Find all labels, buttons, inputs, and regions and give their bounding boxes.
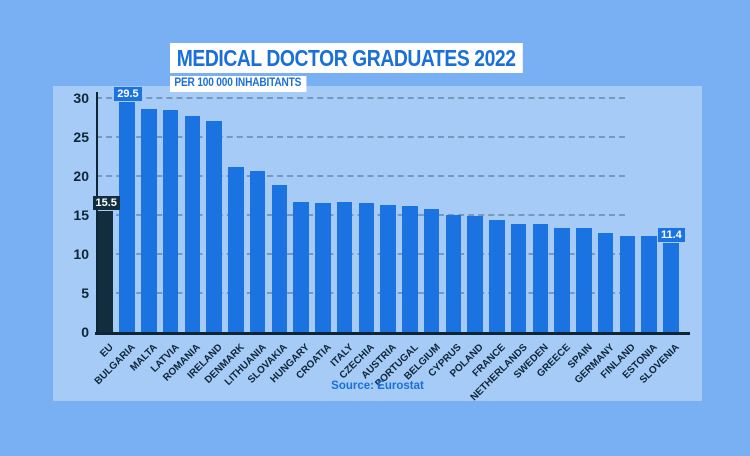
bar-lithuania — [249, 171, 266, 332]
bar-latvia — [162, 109, 179, 332]
bar-slovenia — [663, 243, 679, 332]
value-label-slovenia: 11.4 — [658, 228, 685, 243]
bar-estonia — [641, 236, 657, 332]
y-axis-tick-10: 10 — [73, 246, 89, 262]
bar-austria — [380, 204, 396, 332]
bar-malta — [141, 108, 157, 332]
y-axis-tick-0: 0 — [81, 324, 89, 340]
bar-bulgaria — [119, 101, 135, 332]
bar-france — [489, 219, 505, 332]
y-axis-line — [96, 92, 98, 335]
bar-eu — [97, 211, 113, 332]
infographic: MEDICAL DOCTOR GRADUATES 2022 PER 100 00… — [53, 43, 702, 403]
bar-ireland — [206, 120, 222, 332]
bar-netherlands — [510, 223, 527, 332]
bar-denmark — [228, 167, 244, 332]
y-axis-tick-5: 5 — [81, 285, 89, 301]
gridline-25 — [96, 136, 625, 138]
chart-header: MEDICAL DOCTOR GRADUATES 2022 PER 100 00… — [170, 43, 590, 92]
x-axis-line — [95, 332, 690, 335]
bar-slovakia — [271, 184, 287, 332]
bar-czechia — [358, 202, 374, 332]
source-credit: Source: Eurostat — [331, 380, 424, 392]
bar-croatia — [315, 202, 331, 332]
value-label-bulgaria: 29.5 — [114, 86, 142, 101]
gridline-20 — [96, 175, 625, 177]
bar-portugal — [402, 206, 418, 332]
bar-finland — [619, 236, 635, 332]
bar-spain — [576, 228, 592, 332]
bar-cyprus — [445, 215, 461, 332]
bar-chart: 0 5 10 15 20 25 30 EU BULGARIA MALTA LATVIA ROMANIA… — [53, 86, 702, 403]
bar-poland — [467, 215, 483, 332]
value-label-eu: 15.5 — [92, 196, 120, 211]
bar-belgium — [423, 208, 440, 332]
y-axis-tick-20: 20 — [73, 168, 89, 184]
y-axis-tick-15: 15 — [73, 207, 89, 223]
bar-hungary — [293, 201, 309, 332]
gridline-30 — [96, 97, 625, 99]
y-axis-tick-25: 25 — [73, 129, 89, 145]
bar-germany — [597, 232, 614, 332]
bar-romania — [184, 115, 200, 332]
bar-italy — [336, 201, 353, 332]
chart-title: MEDICAL DOCTOR GRADUATES 2022 — [170, 43, 524, 73]
bar-greece — [554, 228, 570, 332]
bar-sweden — [532, 224, 548, 332]
chart-subtitle: PER 100 000 INHABITANTS — [170, 76, 307, 92]
chart-card: 0 5 10 15 20 25 30 EU BULGARIA MALTA LATVIA ROMANIA… — [53, 86, 702, 403]
y-axis-tick-30: 30 — [73, 90, 89, 106]
